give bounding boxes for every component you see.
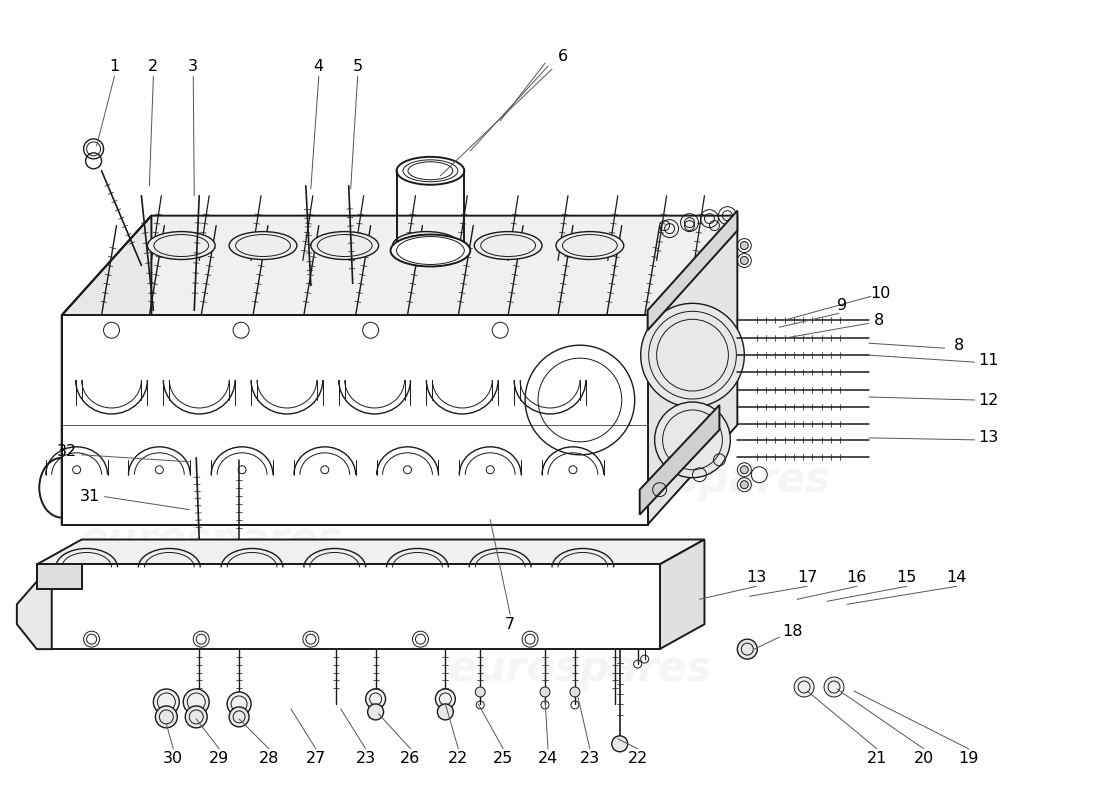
Text: 31: 31 [79, 489, 100, 504]
Polygon shape [16, 565, 52, 649]
Text: 18: 18 [782, 624, 802, 638]
Circle shape [612, 736, 628, 752]
Text: 23: 23 [580, 751, 600, 766]
Text: eurospares: eurospares [449, 648, 712, 690]
Circle shape [740, 466, 748, 474]
Polygon shape [36, 565, 660, 649]
Text: 24: 24 [538, 751, 558, 766]
Polygon shape [648, 210, 737, 330]
Text: 4: 4 [314, 58, 323, 74]
Circle shape [794, 677, 814, 697]
Text: 7: 7 [505, 617, 515, 632]
Polygon shape [62, 216, 152, 525]
Text: 5: 5 [353, 58, 363, 74]
Text: 23: 23 [355, 751, 376, 766]
Text: 29: 29 [209, 751, 229, 766]
Text: 8: 8 [954, 338, 964, 353]
Ellipse shape [147, 231, 216, 259]
Polygon shape [36, 539, 704, 565]
Text: 22: 22 [628, 751, 648, 766]
Text: 27: 27 [306, 751, 326, 766]
Circle shape [84, 139, 103, 159]
Polygon shape [36, 565, 81, 590]
Circle shape [570, 687, 580, 697]
Text: 16: 16 [847, 570, 867, 585]
Circle shape [740, 257, 748, 265]
Ellipse shape [311, 231, 378, 259]
Circle shape [654, 402, 730, 478]
Circle shape [365, 689, 386, 709]
Text: 11: 11 [978, 353, 999, 368]
Circle shape [740, 242, 748, 250]
Text: 2: 2 [148, 58, 158, 74]
Circle shape [367, 704, 384, 720]
Text: 14: 14 [946, 570, 967, 585]
Text: 3: 3 [188, 58, 198, 74]
Text: 26: 26 [400, 751, 420, 766]
Circle shape [185, 706, 207, 728]
Text: 20: 20 [914, 751, 934, 766]
Circle shape [184, 689, 209, 715]
Text: 15: 15 [896, 570, 917, 585]
Ellipse shape [396, 237, 464, 265]
Circle shape [229, 707, 249, 727]
Circle shape [824, 677, 844, 697]
Polygon shape [62, 216, 737, 315]
Circle shape [155, 706, 177, 728]
Polygon shape [62, 315, 648, 525]
Text: 25: 25 [493, 751, 514, 766]
Ellipse shape [229, 231, 297, 259]
Circle shape [737, 639, 757, 659]
Text: eurospares: eurospares [568, 458, 830, 501]
Circle shape [153, 689, 179, 715]
Ellipse shape [396, 157, 464, 185]
Circle shape [640, 303, 745, 407]
Text: 17: 17 [796, 570, 817, 585]
Circle shape [227, 692, 251, 716]
Text: eurospares: eurospares [79, 518, 343, 561]
Ellipse shape [556, 231, 624, 259]
Text: 30: 30 [163, 751, 184, 766]
Text: 13: 13 [746, 570, 767, 585]
Text: 10: 10 [871, 286, 891, 301]
Polygon shape [660, 539, 704, 649]
Text: 12: 12 [978, 393, 999, 407]
Text: 19: 19 [958, 751, 979, 766]
Text: 32: 32 [56, 444, 77, 459]
Text: 9: 9 [837, 298, 847, 313]
Ellipse shape [393, 231, 460, 259]
Ellipse shape [390, 234, 471, 266]
Text: 28: 28 [258, 751, 279, 766]
Circle shape [475, 687, 485, 697]
Polygon shape [640, 405, 719, 514]
Text: 1: 1 [109, 58, 120, 74]
Circle shape [740, 481, 748, 489]
Ellipse shape [474, 231, 542, 259]
Text: 22: 22 [448, 751, 469, 766]
Text: 21: 21 [867, 751, 887, 766]
Text: 8: 8 [873, 313, 884, 328]
Polygon shape [648, 216, 737, 525]
Text: 6: 6 [558, 49, 568, 64]
Circle shape [436, 689, 455, 709]
Text: 13: 13 [978, 430, 999, 446]
Circle shape [438, 704, 453, 720]
Circle shape [540, 687, 550, 697]
